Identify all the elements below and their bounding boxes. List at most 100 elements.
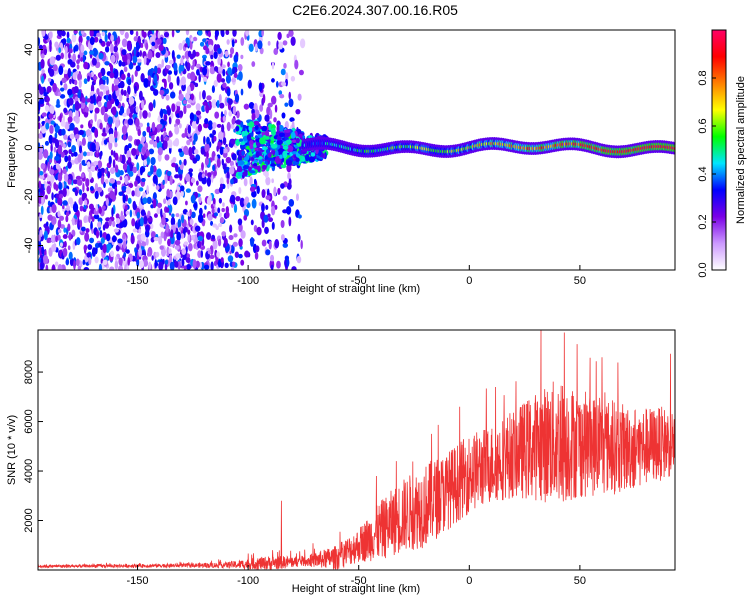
heatmap-cell [259,104,264,112]
spectrogram-frame [37,29,676,271]
x-tick-label: -50 [351,275,367,287]
heatmap-cell [49,43,52,53]
heatmap-cell [242,171,248,177]
heatmap-cell [200,250,204,258]
heatmap-cell [295,137,300,144]
heatmap-cell [57,172,63,182]
heatmap-cell [148,261,152,270]
heatmap-cell [227,67,233,75]
heatmap-cell [62,187,67,198]
heatmap-cell [247,79,252,89]
heatmap-cell [108,155,112,165]
heatmap-cell [127,143,132,149]
heatmap-cell [285,205,292,215]
heatmap-cell [131,218,136,227]
heatmap-cell [156,207,161,215]
heatmap-cell [77,73,83,81]
heatmap-cell [50,234,55,244]
heatmap-cell [231,39,235,48]
heatmap-cell [168,254,173,265]
heatmap-cell [179,185,185,192]
heatmap-cell [190,37,194,42]
heatmap-cell [49,174,55,184]
heatmap-cell [171,103,176,113]
heatmap-cell [235,125,240,132]
heatmap-cell [188,146,193,157]
heatmap-cell [69,133,75,140]
heatmap-cell [198,73,201,83]
heatmap-cell [83,267,90,270]
heatmap-cell [65,215,69,223]
heatmap-cell [134,222,138,229]
heatmap-cell [171,30,175,38]
heatmap-cell [254,251,259,260]
heatmap-cell [128,96,135,105]
heatmap-cell [265,142,270,147]
heatmap-cell [88,214,91,224]
heatmap-cell [176,186,181,192]
heatmap-cell [202,76,208,82]
heatmap-cell [298,133,303,138]
heatmap-cell [89,30,94,37]
heatmap-cell [68,97,74,106]
heatmap-cell [72,179,79,185]
heatmap-cell [177,218,182,229]
heatmap-cell [150,236,155,243]
heatmap-cell [277,187,281,195]
heatmap-cell [123,66,128,73]
heatmap-cell [55,235,59,243]
heatmap-cell [240,259,245,266]
heatmap-cell [64,155,69,163]
heatmap-cell [257,134,263,139]
colorbar-tick-label: 0.4 [697,166,709,181]
heatmap-cell [67,197,74,205]
heatmap-cell [133,46,137,56]
heatmap-cell [40,263,44,270]
heatmap-cell [261,125,268,132]
heatmap-cell [46,221,49,227]
heatmap-cell [44,194,48,200]
colorbar-tick-label: 0.6 [697,118,709,133]
heatmap-cell [175,30,181,34]
heatmap-cell [221,64,226,69]
heatmap-cell [57,264,63,270]
heatmap-cell [171,162,177,168]
heatmap-cell [152,174,158,184]
heatmap-cell [89,237,95,244]
heatmap-cell [207,120,213,131]
heatmap-cell [62,168,67,175]
heatmap-cell [44,35,49,40]
heatmap-cell [99,84,105,90]
heatmap-cell [74,79,78,86]
heatmap-cell [118,264,124,270]
x-tick-label: -50 [351,575,367,587]
heatmap-cell [255,245,260,253]
heatmap-cell [38,195,43,204]
heatmap-cell [146,125,151,133]
heatmap-cell [176,101,182,107]
heatmap-cell [157,202,163,208]
heatmap-cell [100,167,106,174]
heatmap-cell [270,95,277,105]
heatmap-cell [114,260,119,270]
heatmap-cell [135,117,140,128]
heatmap-cell [204,169,208,177]
heatmap-cell [112,158,116,169]
heatmap-cell [217,131,224,140]
heatmap-cell [274,204,278,210]
heatmap-cell [220,78,226,83]
heatmap-cell [221,231,227,237]
heatmap-cell [133,36,138,42]
heatmap-cell [165,94,170,101]
heatmap-cell [201,173,205,179]
heatmap-cell [205,232,212,240]
heatmap-cell [48,31,53,40]
heatmap-cell [49,124,54,134]
heatmap-cell [67,245,71,251]
snr-series-line [38,330,675,570]
heatmap-cell [154,65,158,74]
heatmap-cell [183,265,187,270]
heatmap-cell [79,205,84,212]
heatmap-cell [40,162,46,170]
heatmap-cell [181,248,187,255]
